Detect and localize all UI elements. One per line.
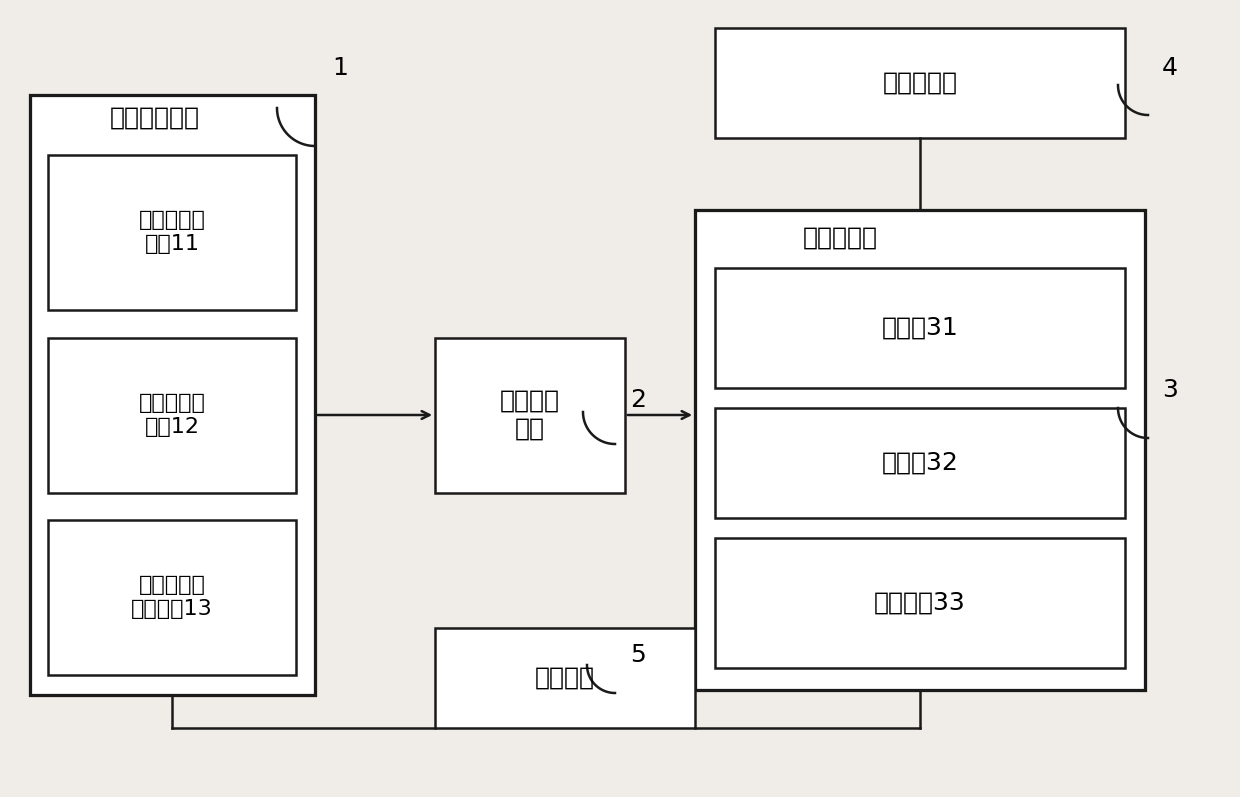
Bar [715,268,1125,388]
Bar [715,28,1125,138]
Text: 激光器32: 激光器32 [882,451,959,475]
Text: 跟瞄云台: 跟瞄云台 [534,666,595,690]
Bar [30,95,315,695]
Text: 光电探测器: 光电探测器 [883,71,957,95]
Text: 图像处理模块: 图像处理模块 [110,106,200,130]
Text: 5: 5 [630,643,646,667]
Text: 发射器31: 发射器31 [882,316,959,340]
Text: 激光电源33: 激光电源33 [874,591,966,615]
Text: 激光发射器: 激光发射器 [802,226,878,250]
Text: 视场区域调
整子模块13: 视场区域调 整子模块13 [131,575,213,618]
Text: 4: 4 [1162,56,1178,80]
Bar [48,338,296,493]
Text: 3: 3 [1162,378,1178,402]
Text: 图像采集子
模块11: 图像采集子 模块11 [139,210,206,253]
Bar [435,628,694,728]
Text: 激光引导
模块: 激光引导 模块 [500,389,560,441]
Text: 1: 1 [332,56,348,80]
Text: 图像匹配子
模块12: 图像匹配子 模块12 [139,394,206,437]
Bar [48,155,296,310]
Bar [694,210,1145,690]
Text: 2: 2 [630,388,646,412]
Bar [48,520,296,675]
Bar [435,338,625,493]
Bar [715,538,1125,668]
Bar [715,408,1125,518]
